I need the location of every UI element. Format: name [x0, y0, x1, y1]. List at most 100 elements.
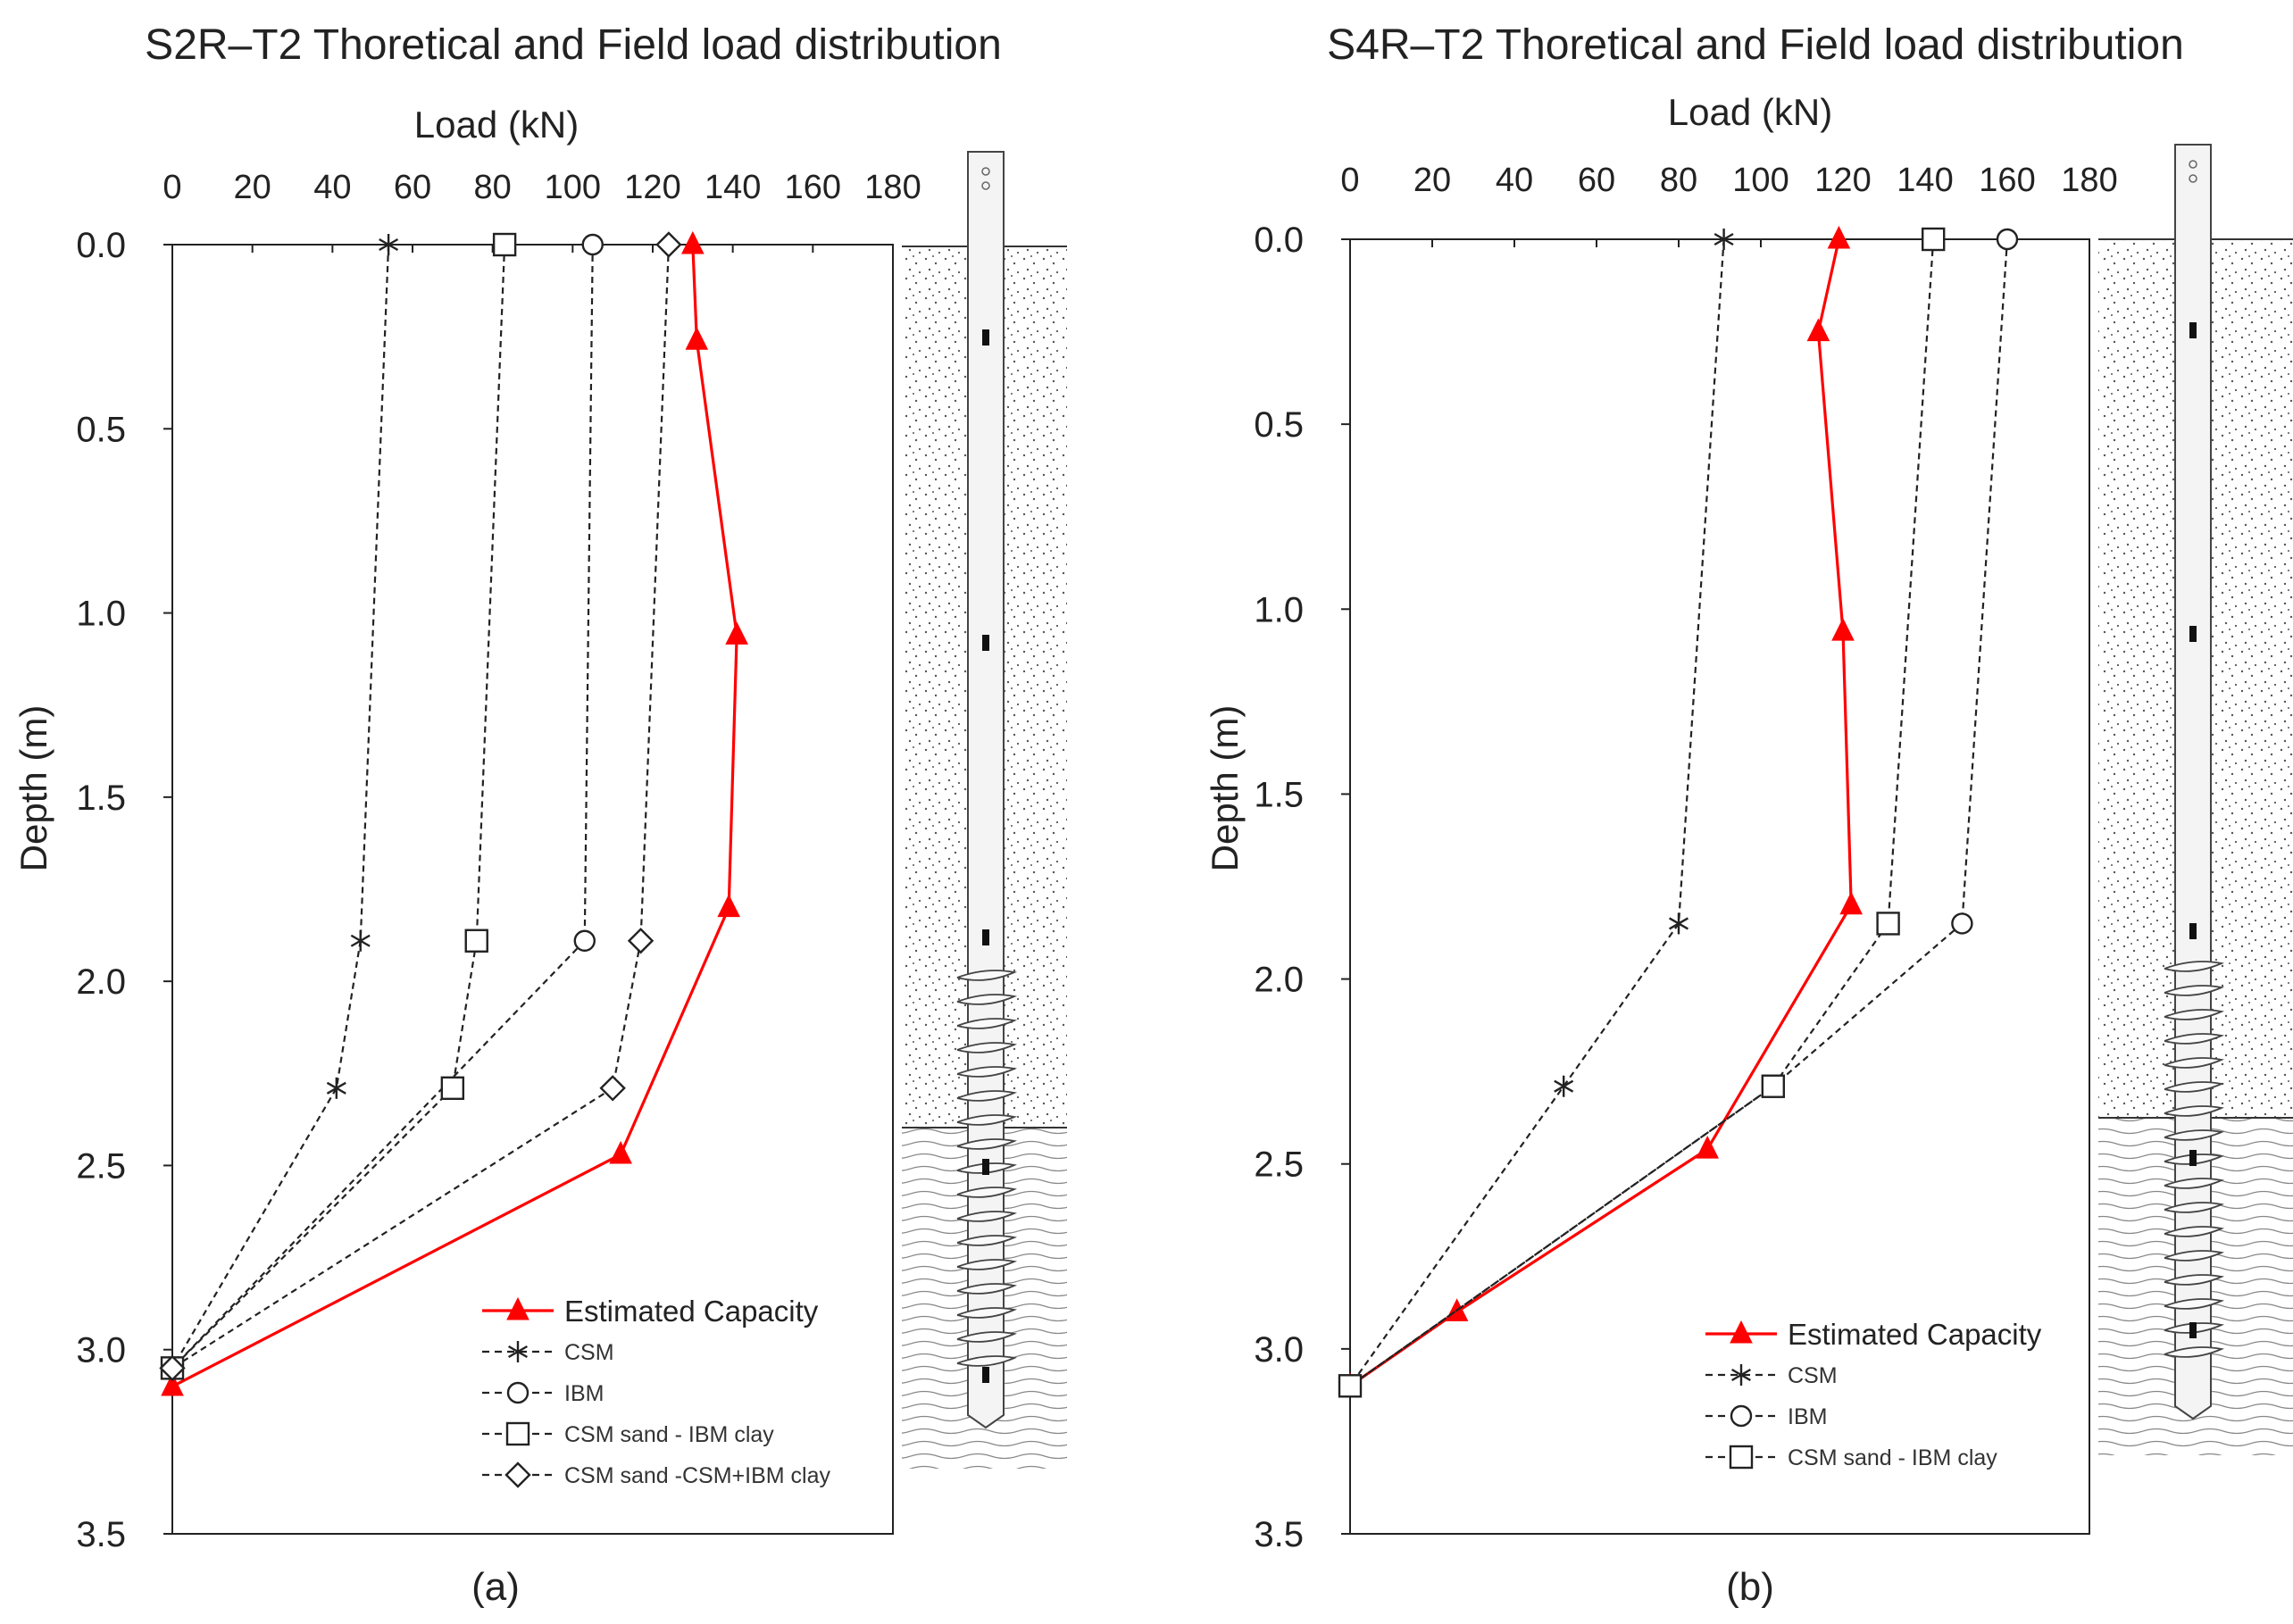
pile-shaft	[967, 151, 1005, 1429]
series-line	[171, 244, 390, 1369]
data-point	[1696, 1136, 1720, 1159]
legend-marker	[1729, 1445, 1754, 1470]
legend: Estimated Capacity CSM IBM CSM sand - IBM c…	[1705, 1318, 2042, 1470]
x-tick-label: 160	[1979, 162, 2035, 199]
strain-gauge	[982, 1159, 989, 1175]
helix-plate	[2164, 1009, 2225, 1020]
x-tick-label: 80	[1660, 162, 1697, 199]
legend-entry: Estimated Capacity	[564, 1295, 819, 1328]
x-tick-label: 0	[163, 169, 181, 206]
x-axis-label: Load (kN)	[414, 104, 579, 146]
helix-plate	[2164, 961, 2225, 972]
y-tick-label: 3.5	[1254, 1515, 1304, 1554]
legend-marker	[506, 1381, 529, 1404]
y-tick-label: 2.0	[1254, 961, 1304, 1000]
helix-plate	[956, 1187, 1018, 1198]
helix-plate	[2164, 1105, 2225, 1117]
chart-title: S4R–T2 Thoretical and Field load distrib…	[1327, 21, 2184, 69]
x-tick-label: 100	[1732, 162, 1789, 199]
helix-plate	[2164, 1129, 2225, 1141]
data-point	[1921, 227, 1946, 252]
pile-hole	[981, 167, 990, 176]
data-point	[581, 233, 604, 256]
helix-plate	[956, 1042, 1018, 1054]
strain-gauge	[2189, 923, 2197, 939]
helix-plate	[956, 1355, 1018, 1367]
helical-pile-diagram	[2164, 144, 2225, 1420]
helix-plate	[956, 1331, 1018, 1343]
data-point	[379, 234, 399, 255]
chart-title: S2R–T2 Thoretical and Field load distrib…	[145, 21, 1002, 69]
data-point	[1806, 318, 1830, 342]
x-tick-label: 40	[313, 169, 351, 206]
y-tick-label: 3.0	[1254, 1330, 1304, 1370]
helix-plate	[956, 1307, 1018, 1319]
y-tick-label: 1.5	[1254, 775, 1304, 814]
data-point	[326, 1077, 346, 1099]
series-line	[1349, 238, 1935, 1387]
x-tick-label: 180	[864, 169, 921, 206]
y-tick-label: 2.5	[76, 1146, 126, 1186]
panel-label: (b)	[1726, 1565, 1774, 1609]
legend-entry: IBM	[564, 1381, 604, 1406]
data-point	[717, 894, 740, 918]
pile-hole	[2189, 174, 2197, 183]
data-point	[627, 928, 655, 954]
helix-plate	[956, 1114, 1018, 1126]
legend-marker	[508, 1341, 528, 1362]
data-point	[655, 231, 682, 258]
chart-a: S2R–T2 Thoretical and Field load distrib…	[13, 21, 1067, 1609]
series-ibm	[1338, 228, 2019, 1397]
y-tick-label: 2.0	[76, 962, 126, 1002]
helix-plate	[956, 970, 1018, 981]
chart-b: S4R–T2 Thoretical and Field load distrib…	[1204, 21, 2293, 1609]
data-point	[159, 1354, 186, 1382]
legend-entry: CSM	[564, 1340, 614, 1365]
strain-gauge	[2189, 626, 2197, 642]
panel-label: (a)	[471, 1565, 520, 1609]
data-point	[1876, 912, 1900, 936]
helix-plate	[2164, 1298, 2225, 1310]
y-tick-label: 1.0	[1254, 590, 1304, 629]
helix-plate	[956, 1018, 1018, 1029]
series-line	[1349, 238, 1853, 1387]
x-tick-label: 40	[1496, 162, 1533, 199]
y-tick-label: 3.5	[76, 1515, 126, 1554]
y-axis-label: Depth (m)	[1204, 705, 1246, 872]
series-estimated-capacity	[1338, 225, 1864, 1395]
helix-plate	[2164, 1057, 2225, 1069]
data-point	[685, 327, 709, 350]
strain-gauge	[982, 635, 989, 651]
helix-plate	[2164, 1250, 2225, 1262]
data-point	[1827, 225, 1851, 249]
data-point	[161, 1372, 184, 1396]
legend-entry: IBM	[1788, 1404, 1827, 1429]
data-point	[599, 1075, 626, 1102]
helix-plate	[956, 1235, 1018, 1246]
helix-plate	[2164, 1274, 2225, 1286]
series-csm	[1340, 229, 1734, 1397]
y-tick-label: 1.5	[76, 779, 126, 818]
y-tick-label: 0.0	[76, 226, 126, 265]
x-tick-label: 120	[624, 169, 680, 206]
legend-entry: CSM sand -CSM+IBM clay	[564, 1463, 830, 1488]
data-point	[725, 621, 748, 645]
helix-plate	[2164, 1178, 2225, 1189]
x-tick-label: 100	[545, 169, 601, 206]
helix-plate	[2164, 1226, 2225, 1237]
legend-marker	[1730, 1404, 1753, 1428]
data-point	[1996, 228, 2019, 251]
y-tick-label: 0.5	[76, 410, 126, 449]
strain-gauge	[982, 1367, 989, 1383]
legend-marker	[504, 1462, 531, 1488]
y-axis-label: Depth (m)	[13, 705, 54, 872]
legend-entry: CSM sand - IBM clay	[1788, 1445, 1997, 1470]
helix-plate	[2164, 985, 2225, 996]
series-line	[1349, 238, 2009, 1387]
x-tick-label: 20	[234, 169, 271, 206]
legend-entry: CSM sand - IBM clay	[564, 1422, 774, 1447]
data-point	[573, 929, 596, 952]
helix-plate	[956, 1211, 1018, 1222]
data-point	[1839, 891, 1864, 915]
